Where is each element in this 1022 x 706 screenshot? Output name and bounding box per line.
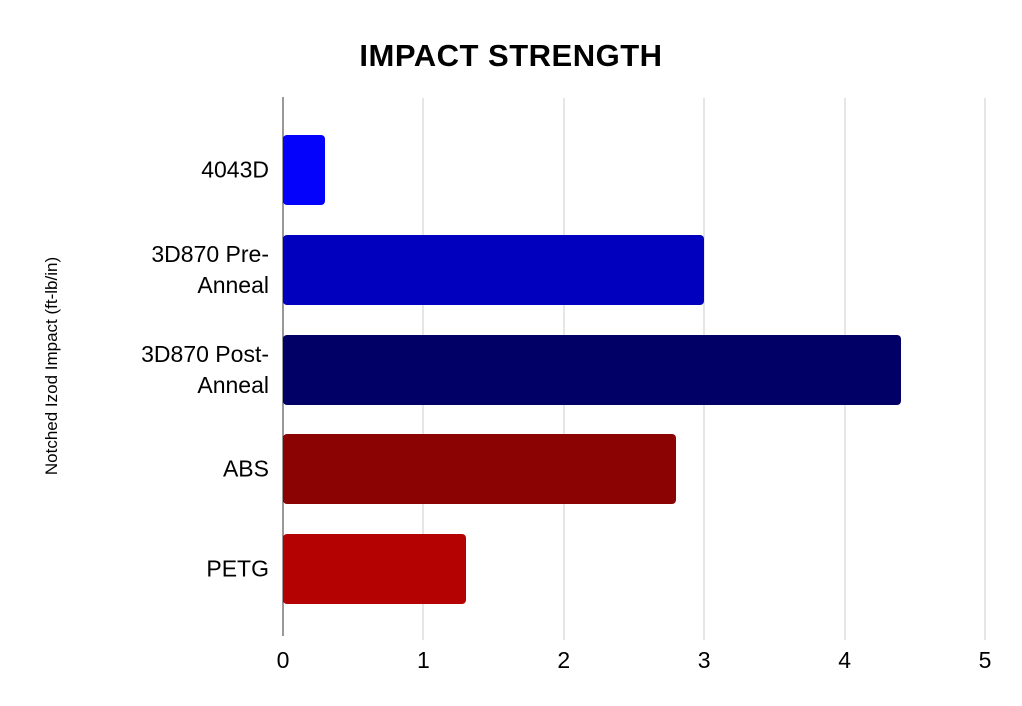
bars-column: 4043D 3D870 Pre-Anneal 3D870 Post-Anneal AB…: [141, 98, 985, 635]
bar-abs: [283, 434, 677, 505]
x-tick-label-3: 3: [697, 647, 711, 673]
plot-area: 4043D 3D870 Pre-Anneal 3D870 Post-Anneal AB…: [141, 97, 991, 673]
category-label-3d870-pre-anneal: 3D870 Pre-Anneal: [151, 240, 269, 298]
bar-row-3d870-pre-anneal: 3D870 Pre-Anneal: [151, 234, 985, 305]
bar-petg: [283, 534, 466, 604]
bar-row-petg: PETG: [206, 534, 985, 604]
category-label-abs: ABS: [222, 455, 269, 482]
category-label-petg: PETG: [206, 555, 269, 582]
gridline-5: [984, 98, 986, 640]
y-axis-title: Notched Izod Impact (ft-lb/in): [42, 256, 61, 476]
chart-title: IMPACT STRENGTH: [359, 38, 663, 73]
bar-row-abs: ABS: [223, 434, 985, 505]
bar-row-3d870-post-anneal: 3D870 Post-Anneal: [141, 334, 985, 405]
bar-3d870-pre-anneal: [283, 234, 705, 305]
x-tick-label-2: 2: [557, 647, 571, 673]
x-axis-tick-labels: 0 1 2 3 4 5: [277, 647, 992, 677]
category-label-3d870-post-anneal: 3D870 Post-Anneal: [141, 340, 269, 398]
x-tick-label-5: 5: [978, 647, 992, 673]
bar-3d870-post-anneal: [283, 334, 901, 405]
x-tick-label-4: 4: [838, 647, 851, 673]
category-label-4043d: 4043D: [201, 156, 269, 183]
x-tick-label-1: 1: [416, 647, 430, 673]
x-tick-label-0: 0: [276, 647, 290, 673]
bar-row-4043d: 4043D: [201, 135, 985, 205]
bar-4043d: [283, 135, 326, 205]
